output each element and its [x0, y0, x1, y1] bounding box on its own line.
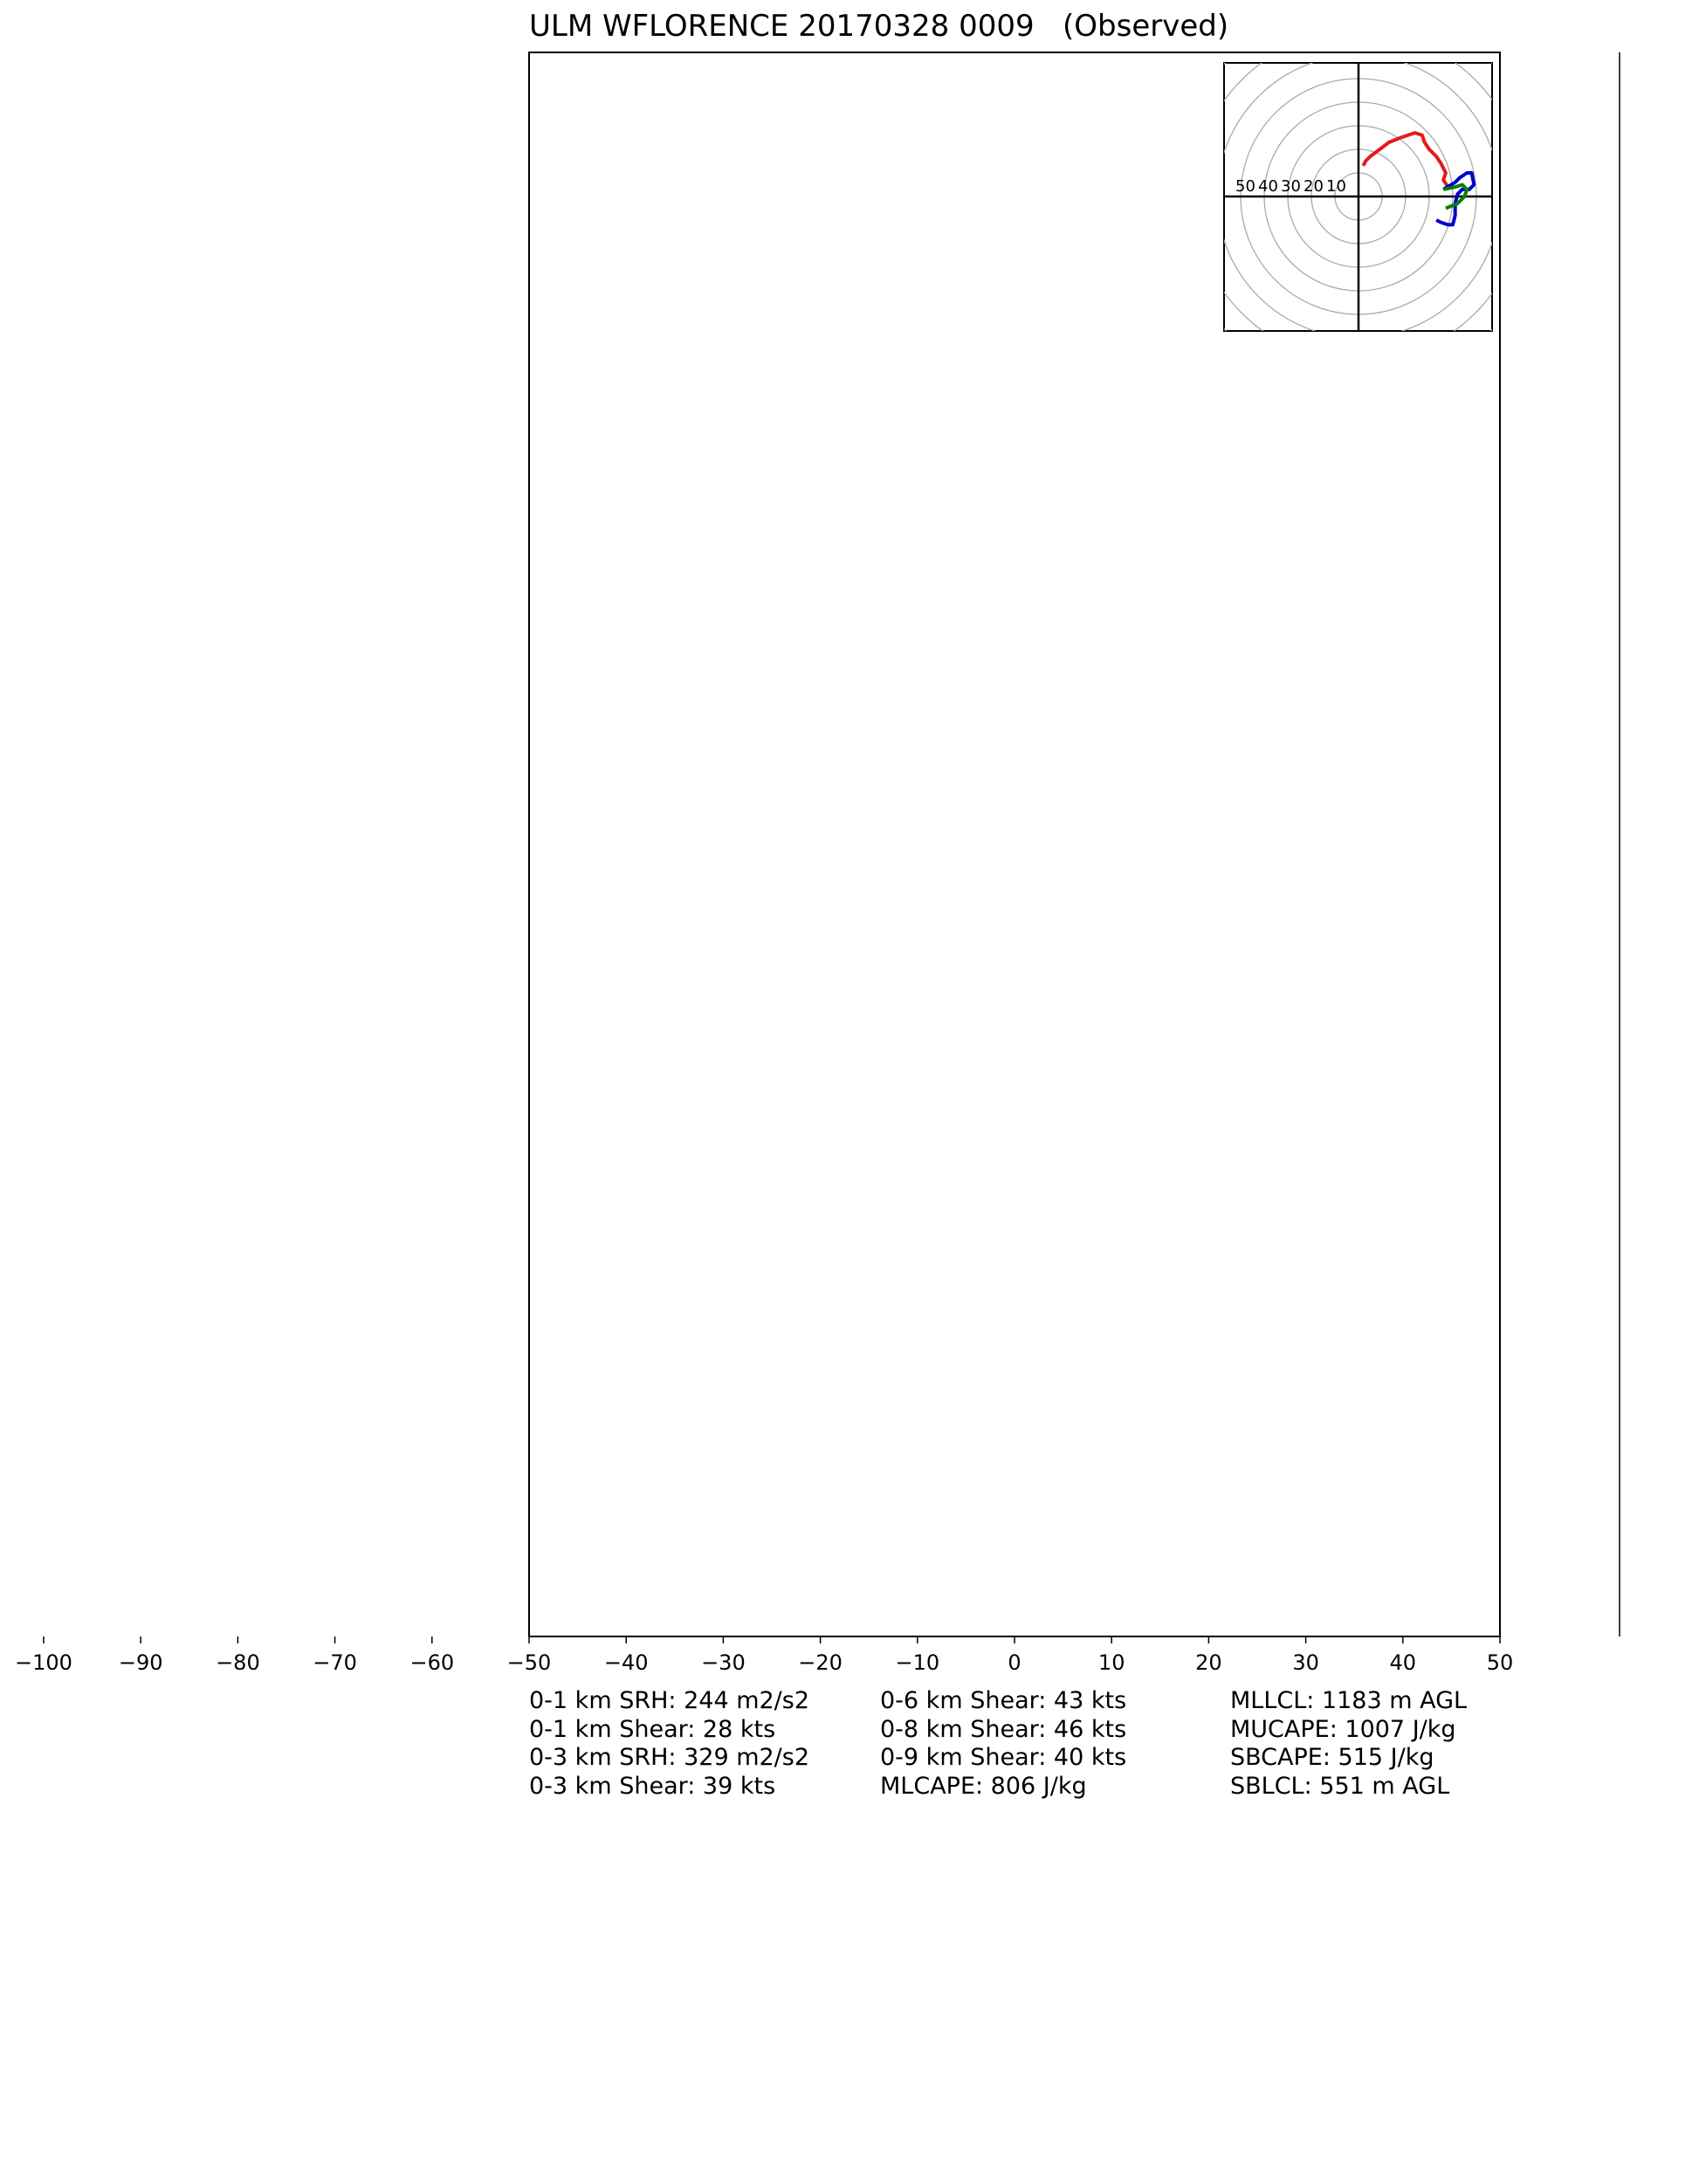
chart-title: ULM WFLORENCE 20170328 0009 (Observed): [529, 9, 1229, 44]
x-tick-label: −60: [409, 1650, 454, 1675]
hodograph-inset: 50 40 30 20 10: [1223, 62, 1493, 332]
x-tick-label: −10: [895, 1650, 939, 1675]
stat-shear-0-6: 0-6 km Shear: 43 kts: [880, 1687, 1127, 1714]
x-tick-label: 30: [1292, 1650, 1319, 1675]
x-tick-label: 0: [1008, 1650, 1021, 1675]
stat-mucape: MUCAPE: 1007 J/kg: [1230, 1715, 1456, 1743]
x-tick-label: −50: [507, 1650, 552, 1675]
hodograph-ring-label: 20: [1303, 177, 1324, 196]
stat-sbcape: SBCAPE: 515 J/kg: [1230, 1744, 1434, 1771]
x-tick-label: −30: [701, 1650, 746, 1675]
x-tick-label: −70: [313, 1650, 357, 1675]
x-tick-label: −100: [15, 1650, 72, 1675]
wind-barbs: [1619, 52, 1620, 1636]
hodograph-trace-low: [1442, 183, 1469, 210]
x-tick-label: −20: [798, 1650, 843, 1675]
stat-shear-0-8: 0-8 km Shear: 46 kts: [880, 1715, 1127, 1743]
stat-shear-0-9: 0-9 km Shear: 40 kts: [880, 1744, 1127, 1771]
hodograph-ring-label: 30: [1281, 177, 1301, 196]
temperature-axis: −100 −90 −80 −70 −60 −50 −40 −30 −20 −10 0 10 20 30 40…: [15, 1636, 1513, 1675]
stats-column-1: 0-1 km SRH: 244 m2/s2 0-1 km Shear: 28 k…: [529, 1687, 809, 1801]
stat-shear-0-1: 0-1 km Shear: 28 kts: [529, 1715, 776, 1743]
stat-srh-0-1: 0-1 km SRH: 244 m2/s2: [529, 1687, 810, 1714]
hodograph-ring-label: 10: [1326, 177, 1346, 196]
x-tick-label: −90: [119, 1650, 163, 1675]
hodograph-trace-upper: [1361, 131, 1450, 191]
hodograph-trace-mid: [1435, 171, 1476, 227]
stat-mllcl: MLLCL: 1183 m AGL: [1230, 1687, 1468, 1714]
stats-column-2: 0-6 km Shear: 43 kts 0-8 km Shear: 46 kt…: [880, 1687, 1126, 1801]
stat-shear-0-3: 0-3 km Shear: 39 kts: [529, 1772, 776, 1800]
x-tick-label: −80: [216, 1650, 260, 1675]
x-tick-label: 50: [1487, 1650, 1514, 1675]
x-tick-label: −40: [604, 1650, 649, 1675]
stat-mlcape: MLCAPE: 806 J/kg: [880, 1772, 1087, 1800]
x-tick-label: 40: [1390, 1650, 1417, 1675]
stats-column-3: MLLCL: 1183 m AGL MUCAPE: 1007 J/kg SBCA…: [1230, 1687, 1467, 1801]
stat-sblcl: SBLCL: 551 m AGL: [1230, 1772, 1450, 1800]
x-tick-label: 20: [1195, 1650, 1222, 1675]
hodograph-ring-label: 50: [1235, 177, 1255, 196]
hodograph-ring-label: 40: [1258, 177, 1278, 196]
x-tick-label: 10: [1098, 1650, 1125, 1675]
stat-srh-0-3: 0-3 km SRH: 329 m2/s2: [529, 1744, 810, 1771]
